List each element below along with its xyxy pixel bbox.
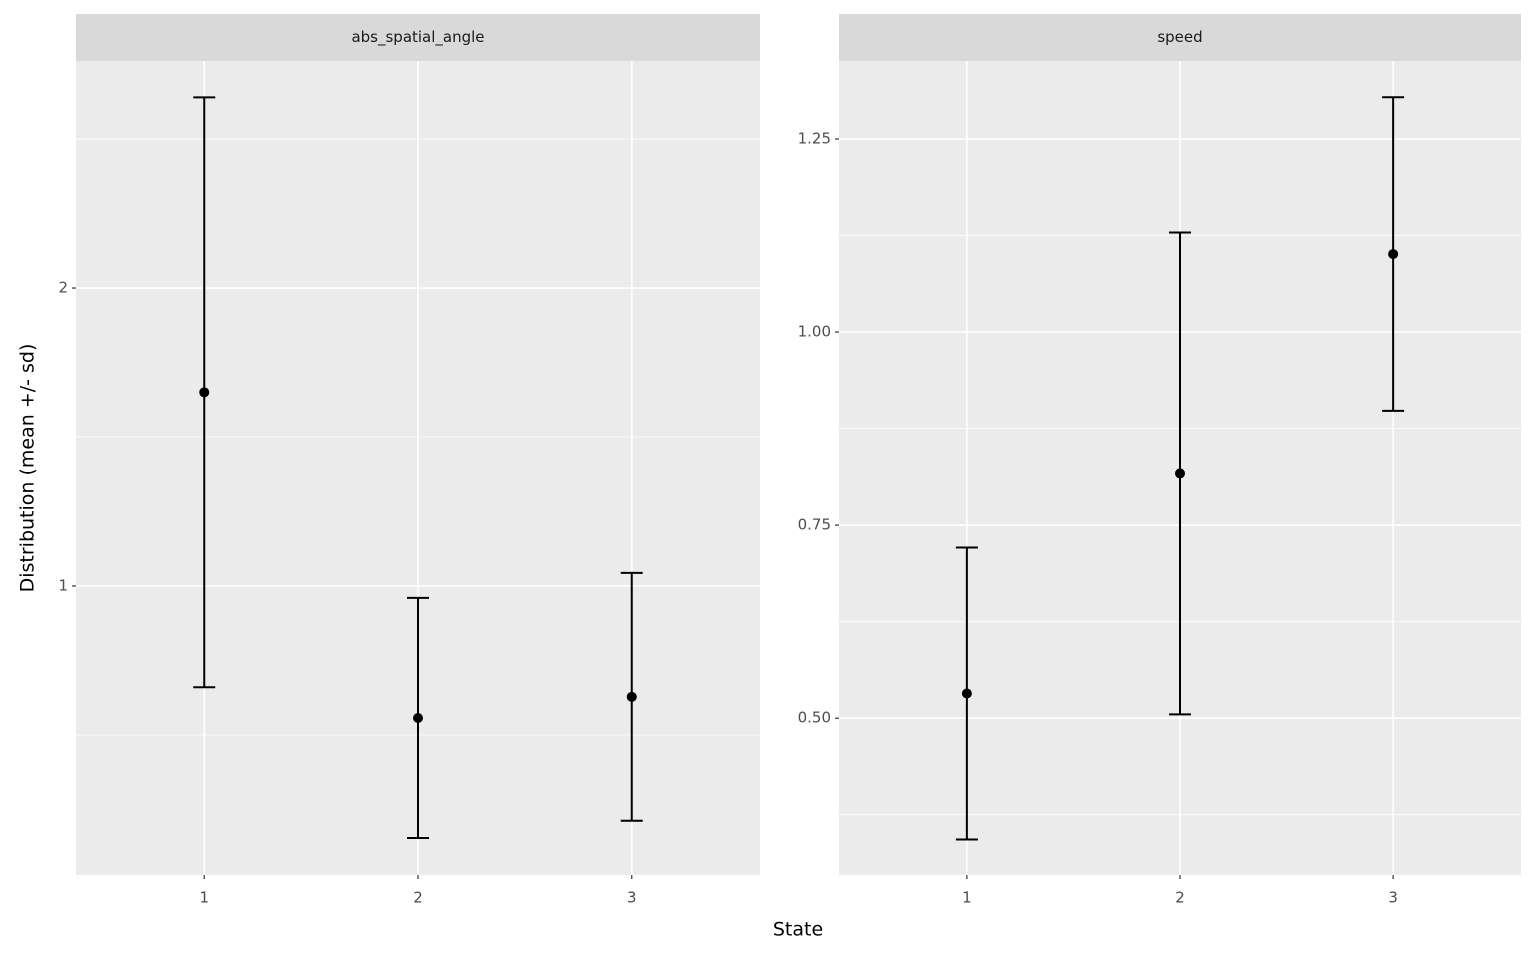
- mean-point: [626, 691, 637, 702]
- x-tick-label: 1: [962, 889, 972, 907]
- x-tick-label: 2: [413, 889, 423, 907]
- y-axis-title: Distribution (mean +/- sd): [17, 344, 39, 593]
- y-tick-label: 1: [58, 576, 68, 594]
- strip-title: speed: [1157, 28, 1202, 46]
- x-tick-label: 2: [1175, 889, 1185, 907]
- strip-background: [76, 14, 760, 61]
- mean-point: [413, 712, 423, 723]
- x-tick-label: 3: [627, 889, 637, 907]
- mean-point: [1175, 468, 1185, 479]
- mean-point: [199, 387, 210, 398]
- mean-point: [961, 688, 972, 699]
- y-tick-label: 2: [58, 279, 68, 297]
- mean-point: [1388, 249, 1399, 260]
- y-tick-label: 0.50: [798, 709, 831, 727]
- y-tick-label: 0.75: [798, 516, 831, 534]
- y-tick-label: 1.25: [798, 130, 831, 148]
- x-tick-label: 1: [199, 889, 209, 907]
- y-tick-label: 1.00: [798, 323, 831, 341]
- strip-background: [839, 14, 1521, 61]
- x-axis-title: State: [773, 919, 823, 941]
- strip-title: abs_spatial_angle: [351, 28, 484, 47]
- x-tick-label: 3: [1388, 889, 1398, 907]
